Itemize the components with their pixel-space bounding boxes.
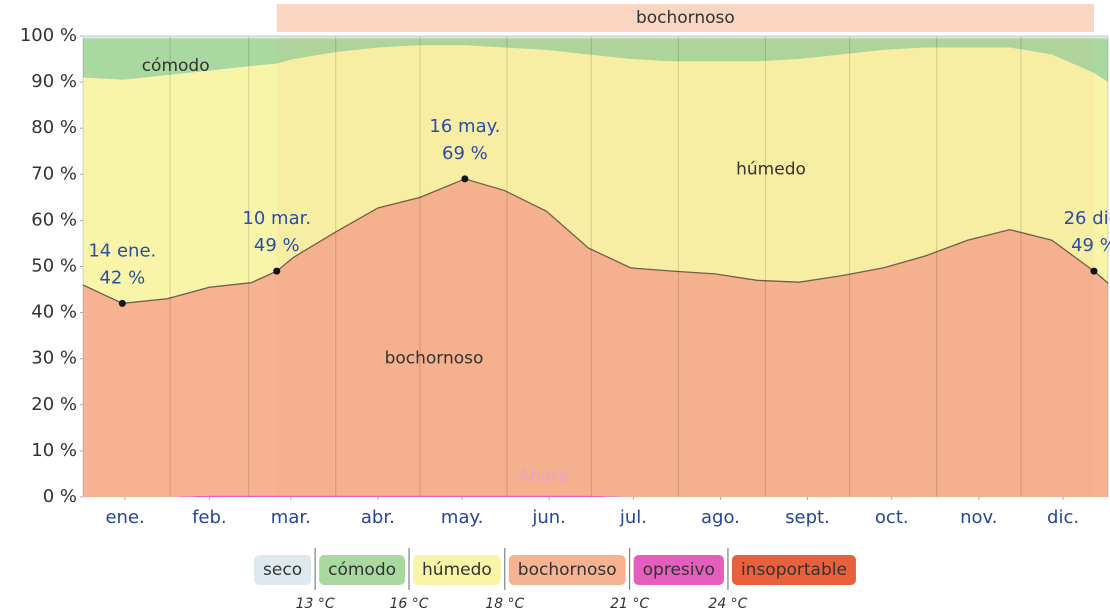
annotation-dot [461, 175, 469, 183]
y-tick-label: 50 % [31, 256, 77, 277]
x-tick-label: abr. [361, 507, 395, 528]
threshold-label: 21 °C [610, 596, 649, 612]
region-label: cómodo [142, 56, 210, 76]
annotation-value: 69 % [442, 143, 488, 164]
x-tick-label: nov. [960, 507, 997, 528]
annotation-value: 49 % [254, 235, 300, 256]
region-label: bochornoso [385, 349, 484, 369]
annotation-date: 14 ene. [88, 240, 156, 261]
annotation-date: 16 may. [429, 116, 500, 137]
threshold-label: 18 °C [485, 596, 524, 612]
threshold-label: 24 °C [708, 596, 747, 612]
legend-label: cómodo [328, 560, 396, 580]
now-label: Ahora [518, 466, 568, 486]
y-tick-label: 90 % [31, 71, 77, 92]
annotation-dot [273, 267, 281, 275]
y-tick-label: 40 % [31, 302, 77, 323]
legend-swatch [413, 555, 501, 585]
legend-label: bochornoso [518, 560, 617, 580]
legend-item: bochornoso [508, 555, 626, 585]
x-tick-label: feb. [192, 507, 227, 528]
y-tick-label: 20 % [31, 394, 77, 415]
legend-swatch [508, 555, 626, 585]
highlight-overlay [276, 36, 1094, 497]
x-tick-label: mar. [271, 507, 311, 528]
x-tick-label: ene. [105, 507, 144, 528]
y-tick-label: 80 % [31, 117, 77, 138]
legend-item: cómodo [319, 555, 406, 585]
threshold-label: 16 °C [390, 596, 429, 612]
annotation-dot [118, 299, 126, 307]
legend-swatch [731, 555, 856, 585]
legend-swatch [254, 555, 312, 585]
threshold-label: 13 °C [296, 596, 335, 612]
legend-label: húmedo [422, 560, 492, 580]
highlight-label: bochornoso [636, 8, 735, 28]
y-tick-label: 70 % [31, 163, 77, 184]
annotation-dot [1090, 267, 1098, 275]
legend-swatch [319, 555, 406, 585]
highlight-banner [276, 4, 1094, 32]
boundary-line [82, 178, 1109, 305]
x-tick-label: dic. [1047, 507, 1079, 528]
region-label: húmedo [736, 160, 806, 180]
x-tick-label: jul. [619, 507, 647, 528]
annotation-date: 26 dic. [1064, 208, 1110, 229]
annotation-value: 42 % [99, 267, 145, 288]
area-2 [83, 178, 1108, 497]
legend: seco cómodo húmedo bochornoso opresivo insopo… [254, 548, 856, 612]
area-3 [83, 45, 1108, 304]
area-1 [83, 495, 1108, 497]
x-tick-label: oct. [875, 507, 909, 528]
legend-label: opresivo [643, 560, 715, 580]
legend-item: húmedo [413, 555, 501, 585]
y-tick-label: 10 % [31, 440, 77, 461]
legend-item: insoportable [731, 555, 856, 585]
annotation-date: 10 mar. [242, 208, 311, 229]
annotation-value: 49 % [1071, 235, 1110, 256]
legend-swatch [633, 555, 724, 585]
area-4 [83, 38, 1108, 83]
x-tick-label: may. [441, 507, 483, 528]
y-tick-label: 100 % [20, 25, 77, 46]
x-tick-label: jun. [531, 507, 566, 528]
legend-label: insoportable [741, 560, 847, 580]
area-5 [83, 36, 1108, 39]
legend-item: opresivo [633, 555, 724, 585]
y-tick-label: 30 % [31, 348, 77, 369]
legend-item: seco [254, 555, 312, 585]
y-tick-label: 0 % [43, 486, 77, 507]
x-tick-label: ago. [701, 507, 740, 528]
x-tick-label: sept. [785, 507, 830, 528]
y-tick-label: 60 % [31, 209, 77, 230]
legend-label: seco [263, 560, 302, 580]
